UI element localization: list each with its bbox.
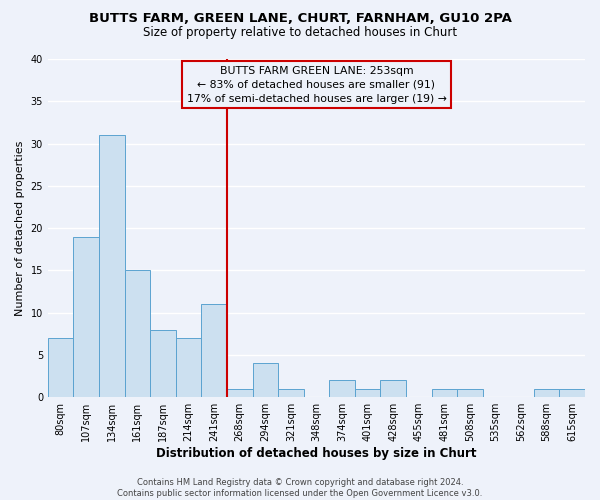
X-axis label: Distribution of detached houses by size in Churt: Distribution of detached houses by size … <box>156 447 477 460</box>
Bar <box>73 236 99 397</box>
Text: Contains HM Land Registry data © Crown copyright and database right 2024.
Contai: Contains HM Land Registry data © Crown c… <box>118 478 482 498</box>
Bar <box>355 389 380 397</box>
Bar <box>457 389 482 397</box>
Text: BUTTS FARM, GREEN LANE, CHURT, FARNHAM, GU10 2PA: BUTTS FARM, GREEN LANE, CHURT, FARNHAM, … <box>89 12 511 26</box>
Bar <box>125 270 150 397</box>
Bar <box>431 389 457 397</box>
Bar <box>99 135 125 397</box>
Bar <box>278 389 304 397</box>
Bar <box>380 380 406 397</box>
Bar <box>48 338 73 397</box>
Bar <box>253 364 278 397</box>
Bar <box>202 304 227 397</box>
Text: BUTTS FARM GREEN LANE: 253sqm
← 83% of detached houses are smaller (91)
17% of s: BUTTS FARM GREEN LANE: 253sqm ← 83% of d… <box>187 66 446 104</box>
Bar <box>534 389 559 397</box>
Bar <box>227 389 253 397</box>
Bar <box>150 330 176 397</box>
Text: Size of property relative to detached houses in Churt: Size of property relative to detached ho… <box>143 26 457 39</box>
Bar <box>176 338 202 397</box>
Bar <box>329 380 355 397</box>
Bar <box>559 389 585 397</box>
Y-axis label: Number of detached properties: Number of detached properties <box>15 140 25 316</box>
